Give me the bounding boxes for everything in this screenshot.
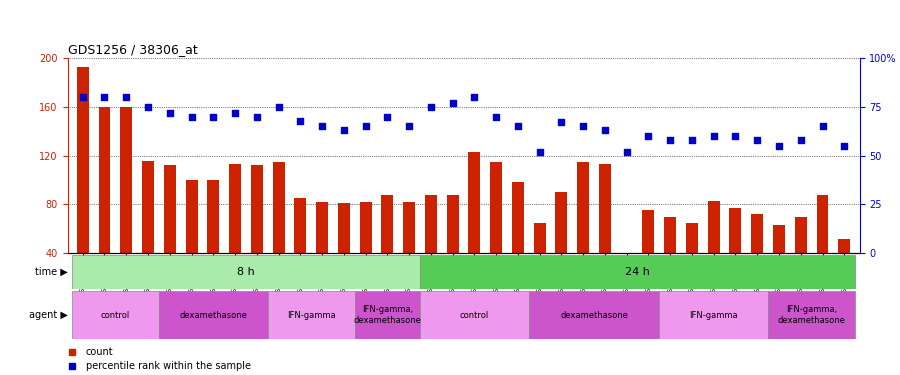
Bar <box>577 162 590 253</box>
Point <box>794 137 808 143</box>
Point <box>554 120 569 126</box>
Point <box>249 114 264 120</box>
Point <box>750 137 764 143</box>
Bar <box>251 165 263 253</box>
Bar <box>360 202 372 253</box>
Text: count: count <box>86 347 113 357</box>
Point <box>663 137 678 143</box>
Bar <box>534 223 545 253</box>
Point <box>337 127 351 133</box>
Point <box>272 104 286 110</box>
Point <box>380 114 394 120</box>
Bar <box>529 291 660 339</box>
Bar <box>121 107 132 253</box>
Text: IFN-gamma,
dexamethasone: IFN-gamma, dexamethasone <box>354 305 421 325</box>
Bar <box>403 202 415 253</box>
Point <box>728 133 742 139</box>
Text: IFN-gamma: IFN-gamma <box>689 310 738 320</box>
Point <box>815 123 830 129</box>
Point <box>489 114 503 120</box>
Bar <box>76 67 89 253</box>
Bar <box>707 201 720 253</box>
Bar <box>491 162 502 253</box>
Bar <box>355 291 420 339</box>
Bar <box>207 180 220 253</box>
Text: 24 h: 24 h <box>626 267 650 277</box>
Bar <box>420 291 529 339</box>
Bar <box>159 291 267 339</box>
Point <box>163 110 177 116</box>
Bar <box>425 195 436 253</box>
Text: percentile rank within the sample: percentile rank within the sample <box>86 361 250 371</box>
Bar <box>98 107 111 253</box>
Point <box>446 100 460 106</box>
Point <box>706 133 721 139</box>
Text: agent ▶: agent ▶ <box>29 310 68 320</box>
Point <box>76 94 90 100</box>
Text: time ▶: time ▶ <box>35 267 68 277</box>
Bar <box>294 198 306 253</box>
Point <box>184 114 199 120</box>
Point <box>424 104 438 110</box>
Point <box>402 123 417 129</box>
Bar <box>420 255 855 289</box>
Text: GDS1256 / 38306_at: GDS1256 / 38306_at <box>68 43 197 56</box>
Point <box>467 94 482 100</box>
Bar <box>598 164 611 253</box>
Bar <box>338 203 350 253</box>
Text: IFN-gamma: IFN-gamma <box>287 310 336 320</box>
Text: control: control <box>101 310 130 320</box>
Bar <box>316 202 328 253</box>
Point <box>619 149 634 155</box>
Point <box>315 123 329 129</box>
Point <box>510 123 525 129</box>
Text: dexamethasone: dexamethasone <box>560 310 628 320</box>
Point <box>641 133 655 139</box>
Bar <box>382 195 393 253</box>
Point <box>533 149 547 155</box>
Bar <box>768 291 855 339</box>
Text: IFN-gamma,
dexamethasone: IFN-gamma, dexamethasone <box>778 305 846 325</box>
Point <box>685 137 699 143</box>
Bar <box>142 160 154 253</box>
Bar <box>660 291 768 339</box>
Bar <box>273 162 284 253</box>
Bar <box>773 225 785 253</box>
Bar <box>643 210 654 253</box>
Point <box>772 143 787 149</box>
Point <box>228 110 242 116</box>
Bar <box>795 217 806 253</box>
Point <box>358 123 373 129</box>
Point <box>140 104 155 110</box>
Bar <box>555 192 567 253</box>
Point <box>293 117 308 123</box>
Bar <box>730 208 742 253</box>
Bar <box>230 164 241 253</box>
Bar <box>816 195 829 253</box>
Point <box>119 94 133 100</box>
Bar <box>512 183 524 253</box>
Bar <box>446 195 459 253</box>
Bar <box>686 223 698 253</box>
Point <box>576 123 590 129</box>
Bar <box>72 255 420 289</box>
Bar <box>664 217 676 253</box>
Bar <box>164 165 176 253</box>
Bar <box>72 291 159 339</box>
Bar <box>267 291 355 339</box>
Text: 8 h: 8 h <box>237 267 255 277</box>
Point <box>837 143 851 149</box>
Text: dexamethasone: dexamethasone <box>179 310 248 320</box>
Text: control: control <box>460 310 489 320</box>
Bar <box>838 238 850 253</box>
Bar <box>752 214 763 253</box>
Point <box>598 127 612 133</box>
Point <box>206 114 220 120</box>
Point <box>97 94 112 100</box>
Bar <box>185 180 197 253</box>
Bar <box>468 152 481 253</box>
